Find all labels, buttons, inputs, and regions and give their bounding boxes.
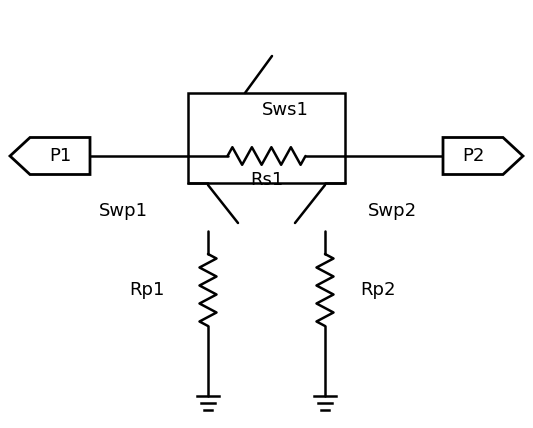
Text: Sws1: Sws1 <box>262 101 309 119</box>
Text: Rs1: Rs1 <box>250 171 283 189</box>
Bar <box>188 93 345 183</box>
Text: Rp2: Rp2 <box>360 281 395 299</box>
Text: Swp2: Swp2 <box>368 202 417 220</box>
Text: P1: P1 <box>49 147 71 165</box>
Polygon shape <box>10 137 90 175</box>
Text: Swp1: Swp1 <box>99 202 148 220</box>
Polygon shape <box>443 137 523 175</box>
Text: Rp1: Rp1 <box>130 281 165 299</box>
Text: P2: P2 <box>462 147 484 165</box>
